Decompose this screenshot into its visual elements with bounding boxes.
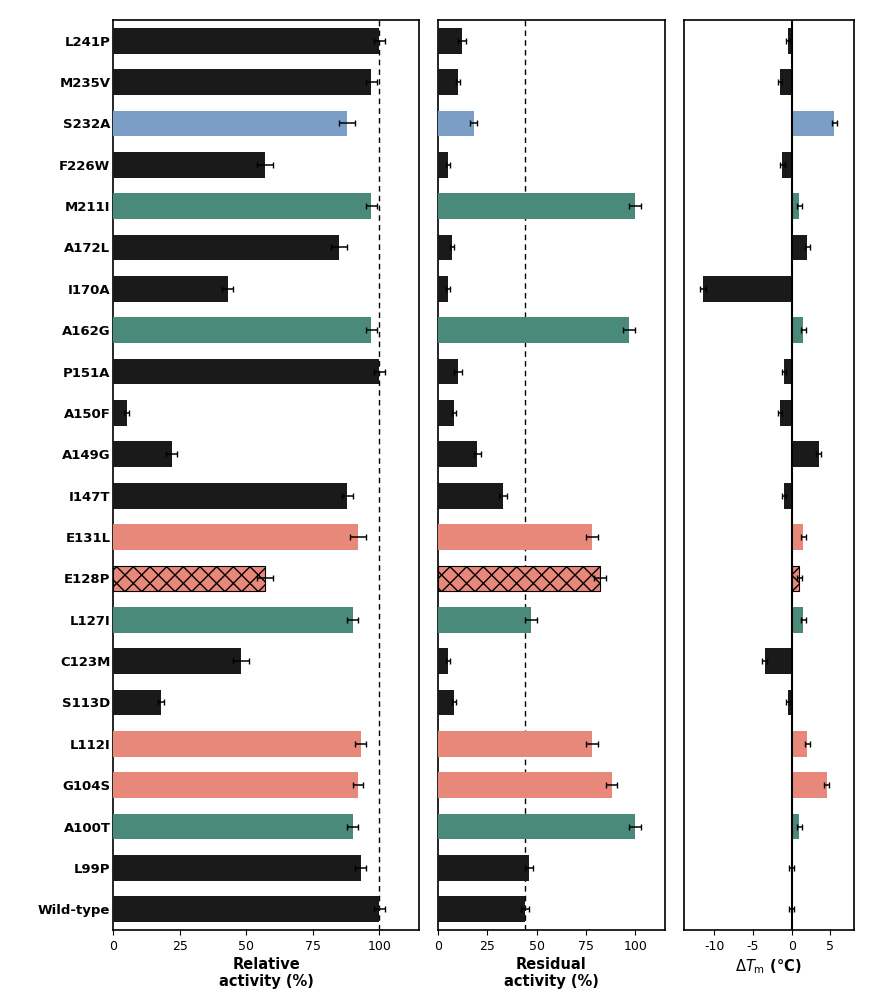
Bar bbox=[438, 731, 591, 757]
Bar bbox=[792, 731, 807, 757]
Bar bbox=[113, 152, 265, 178]
Bar bbox=[438, 317, 630, 343]
Bar bbox=[438, 483, 503, 509]
Bar bbox=[792, 193, 800, 219]
Bar bbox=[792, 111, 834, 136]
Bar bbox=[113, 524, 358, 550]
Bar bbox=[113, 276, 227, 302]
Bar bbox=[113, 28, 380, 54]
Bar bbox=[792, 317, 803, 343]
Bar bbox=[113, 359, 380, 384]
Bar bbox=[113, 235, 340, 260]
Bar bbox=[784, 483, 792, 509]
Bar bbox=[113, 690, 161, 715]
Bar bbox=[792, 441, 819, 467]
Bar bbox=[113, 772, 358, 798]
Bar bbox=[113, 566, 265, 591]
Bar bbox=[792, 566, 800, 591]
Bar bbox=[113, 317, 371, 343]
Bar bbox=[792, 607, 803, 633]
Bar bbox=[113, 193, 371, 219]
Bar bbox=[438, 524, 591, 550]
Bar bbox=[113, 648, 241, 674]
Bar bbox=[113, 731, 361, 757]
Bar bbox=[438, 896, 525, 922]
Bar bbox=[438, 359, 458, 384]
Bar bbox=[788, 690, 792, 715]
Bar bbox=[792, 235, 807, 260]
X-axis label: $\Delta T_\mathrm{m}$ (°C): $\Delta T_\mathrm{m}$ (°C) bbox=[735, 957, 802, 976]
Bar bbox=[438, 111, 474, 136]
Bar bbox=[438, 235, 452, 260]
Bar bbox=[765, 648, 792, 674]
Bar bbox=[438, 607, 530, 633]
Bar bbox=[780, 400, 792, 426]
Bar bbox=[113, 441, 172, 467]
Bar bbox=[438, 648, 448, 674]
Bar bbox=[438, 28, 462, 54]
X-axis label: Residual
activity (%): Residual activity (%) bbox=[504, 957, 599, 989]
Bar bbox=[784, 359, 792, 384]
Bar bbox=[438, 566, 600, 591]
Bar bbox=[792, 524, 803, 550]
Bar bbox=[113, 607, 353, 633]
Bar bbox=[782, 152, 792, 178]
Bar bbox=[438, 69, 458, 95]
Bar bbox=[113, 814, 353, 839]
Bar bbox=[703, 276, 792, 302]
Bar bbox=[113, 483, 348, 509]
Bar bbox=[113, 69, 371, 95]
Bar bbox=[113, 111, 348, 136]
X-axis label: Relative
activity (%): Relative activity (%) bbox=[219, 957, 314, 989]
Bar bbox=[438, 855, 529, 881]
Bar bbox=[438, 441, 477, 467]
Bar bbox=[792, 772, 827, 798]
Bar bbox=[438, 152, 448, 178]
Bar bbox=[113, 400, 126, 426]
Bar bbox=[113, 855, 361, 881]
Bar bbox=[438, 772, 611, 798]
Bar bbox=[780, 69, 792, 95]
Bar bbox=[792, 814, 800, 839]
Bar bbox=[438, 193, 635, 219]
Bar bbox=[438, 400, 454, 426]
Bar bbox=[113, 896, 380, 922]
Bar bbox=[438, 276, 448, 302]
Bar bbox=[788, 28, 792, 54]
Bar bbox=[438, 814, 635, 839]
Bar bbox=[438, 690, 454, 715]
